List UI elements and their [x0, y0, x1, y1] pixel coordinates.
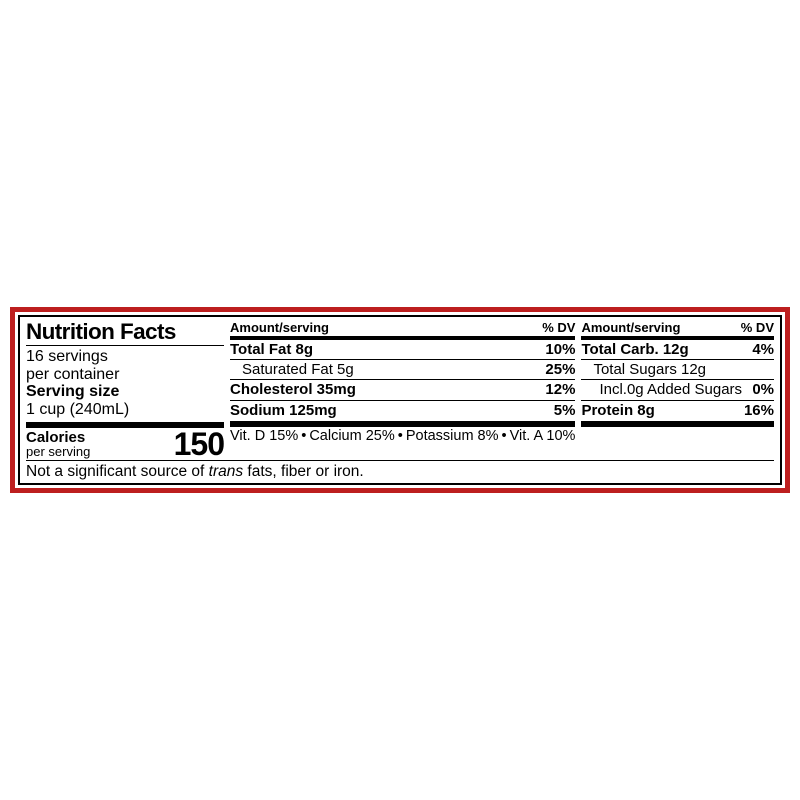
serving-size: Serving size 1 cup (240mL) — [26, 383, 224, 427]
nutrient-row: Total Carb. 12g 4% — [581, 340, 774, 360]
calories-value: 150 — [174, 430, 224, 459]
vitamins-row: Vit. D 15%•Calcium 25%•Potassium 8%•Vit.… — [230, 427, 575, 444]
nutrient-name: Incl.0g Added Sugars — [581, 381, 742, 398]
nutrient-name: Saturated Fat 5g — [230, 361, 354, 378]
vitamin-item: Potassium 8% — [406, 428, 499, 444]
servings-per-container: 16 servings per container — [26, 346, 224, 383]
column-header: Amount/serving % DV — [230, 321, 575, 340]
nutrition-label-outer: Nutrition Facts 16 servings per containe… — [10, 307, 790, 494]
nutrient-dv: 0% — [752, 381, 774, 398]
nutrient-name: Total Carb. 12g — [581, 341, 688, 358]
nutrient-dv: 16% — [744, 402, 774, 419]
footnote: Not a significant source of trans fats, … — [26, 460, 774, 481]
nutrient-row: Incl.0g Added Sugars 0% — [581, 380, 774, 400]
nutrient-dv: 5% — [554, 402, 576, 419]
nutrient-column-1: Amount/serving % DV Total Fat 8g 10% Satur… — [230, 321, 575, 459]
nutrition-label-inner: Nutrition Facts 16 servings per containe… — [18, 315, 782, 486]
calories-label: Calories — [26, 430, 90, 445]
nutrient-name: Total Fat 8g — [230, 341, 313, 358]
nutrient-row: Saturated Fat 5g 25% — [230, 360, 575, 380]
nutrient-dv: 25% — [545, 361, 575, 378]
nutrient-row: Total Fat 8g 10% — [230, 340, 575, 360]
nutrition-title: Nutrition Facts — [26, 321, 224, 347]
nutrient-name: Total Sugars 12g — [581, 361, 706, 378]
calories-sublabel: per serving — [26, 445, 90, 458]
vitamin-item: Vit. A 10% — [510, 428, 576, 444]
calories-row: Calories per serving 150 — [26, 428, 224, 459]
nutrient-name: Protein 8g — [581, 402, 654, 419]
nutrient-row: Total Sugars 12g — [581, 360, 774, 380]
nutrient-row: Sodium 125mg 5% — [230, 401, 575, 427]
vitamin-item: Calcium 25% — [309, 428, 394, 444]
vitamin-item: Vit. D 15% — [230, 428, 298, 444]
nutrient-row: Cholesterol 35mg 12% — [230, 380, 575, 400]
column-header: Amount/serving % DV — [581, 321, 774, 340]
nutrient-column-2: Amount/serving % DV Total Carb. 12g4%Tot… — [581, 321, 774, 459]
nutrient-dv: 4% — [752, 341, 774, 358]
nutrient-row: Protein 8g 16% — [581, 401, 774, 427]
left-column: Nutrition Facts 16 servings per containe… — [26, 321, 224, 459]
nutrient-name: Sodium 125mg — [230, 402, 337, 419]
nutrient-dv: 12% — [545, 381, 575, 398]
nutrient-dv: 10% — [545, 341, 575, 358]
nutrient-name: Cholesterol 35mg — [230, 381, 356, 398]
